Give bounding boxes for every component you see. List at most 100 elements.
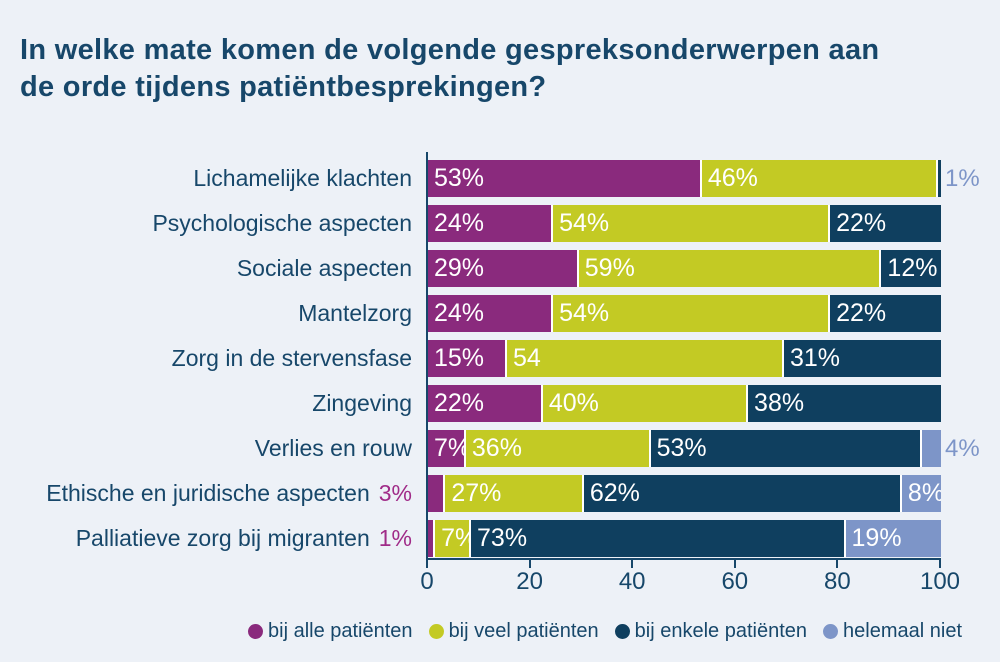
legend-item: bij alle patiënten	[248, 620, 413, 643]
bar-segment: 22%	[828, 295, 941, 332]
category-label-text: Zingeving	[312, 390, 412, 416]
axis-tick-label: 80	[824, 568, 851, 595]
segment-label: 73%	[477, 524, 528, 552]
bar-segment	[920, 430, 941, 467]
segment-label: 62%	[589, 479, 640, 507]
segment-label: 24%	[434, 209, 485, 237]
chart-row: Palliatieve zorg bij migranten 1% 7% 73% 19%	[0, 516, 1000, 561]
category-label-text: Psychologische aspecten	[152, 210, 412, 236]
bar-segment: 7%	[428, 430, 464, 467]
bar-track: 7% 73% 19%	[428, 520, 941, 557]
bar-segment: 54	[504, 340, 782, 377]
legend-label: bij alle patiënten	[268, 620, 413, 642]
segment-label: 54%	[559, 209, 610, 237]
segment-label: 22%	[434, 389, 485, 417]
bar-track: 15% 54 31%	[428, 340, 941, 377]
segment-label: 54	[512, 344, 541, 372]
category-label-text: Zorg in de stervensfase	[171, 345, 412, 371]
axis-tick-label: 100	[919, 568, 961, 595]
segment-label: 40%	[548, 389, 599, 417]
category-label-text: Sociale aspecten	[236, 255, 412, 281]
bar-segment	[935, 160, 941, 197]
chart-row: Zorg in de stervensfase 15% 54 31%	[0, 336, 1000, 381]
bar-segment: 38%	[746, 385, 941, 422]
legend: bij alle patiënten bij veel patiënten bij …	[248, 620, 962, 643]
bar-segment: 53%	[428, 160, 700, 197]
bar-segment: 7%	[433, 520, 470, 557]
bar-segment: 15%	[428, 340, 505, 377]
chart-title-line1: In welke mate komen de volgende gespreks…	[20, 34, 880, 66]
outside-label-right: 4%	[945, 434, 980, 462]
legend-label: helemaal niet	[843, 620, 962, 642]
bar-track: 27% 62% 8%	[428, 475, 941, 512]
chart-rows: Lichamelijke klachten 53% 46% 1% Psychologis…	[0, 156, 1000, 561]
axis-tick	[733, 560, 736, 568]
legend-dot-icon	[823, 624, 839, 639]
bar-segment: 54%	[551, 205, 829, 242]
segment-label: 38%	[754, 389, 805, 417]
segment-label: 29%	[434, 254, 485, 282]
bar-track: 24% 54% 22%	[428, 205, 941, 242]
bar-track: 53% 46%	[428, 160, 941, 197]
category-label: Palliatieve zorg bij migranten 1%	[0, 525, 412, 552]
axis-tick	[939, 560, 941, 568]
category-label: Psychologische aspecten	[0, 210, 412, 237]
bar-segment: 54%	[551, 295, 829, 332]
axis-tick-label: 60	[721, 568, 749, 595]
bar-segment: 40%	[540, 385, 747, 422]
category-label-text: Ethische en juridische aspecten	[46, 480, 370, 506]
bar-track: 29% 59% 12%	[428, 250, 941, 287]
category-label-text: Verlies en rouw	[254, 435, 412, 461]
segment-label: 22%	[836, 209, 887, 237]
category-label: Mantelzorg	[0, 300, 412, 327]
bar-segment: 36%	[463, 430, 649, 467]
segment-label: 19%	[851, 524, 902, 552]
bar-segment: 8%	[899, 475, 941, 512]
legend-item: helemaal niet	[823, 620, 962, 643]
segment-label: 22%	[836, 299, 887, 327]
segment-label: 54%	[559, 299, 610, 327]
segment-label: 36%	[471, 434, 522, 462]
bar-segment: 29%	[428, 250, 577, 287]
legend-label: bij enkele patiënten	[634, 620, 808, 642]
outside-label-left: 3%	[378, 480, 412, 506]
axis-tick	[528, 560, 531, 568]
chart-row: Psychologische aspecten 24% 54% 22%	[0, 201, 1000, 246]
chart-row: Verlies en rouw 7%36% 53% 4%	[0, 426, 1000, 471]
bar-segment: 24%	[428, 295, 552, 332]
bar-segment: 12%	[879, 250, 941, 287]
chart-row: Lichamelijke klachten 53% 46% 1%	[0, 156, 1000, 201]
category-label: Zorg in de stervensfase	[0, 345, 412, 372]
segment-label: 15%	[434, 344, 485, 372]
chart-title: In welke mate komen de volgende gespreks…	[20, 32, 879, 106]
x-axis-line	[426, 558, 941, 560]
segment-label: 24%	[434, 299, 485, 327]
axis-tick	[631, 560, 634, 568]
outside-label-right: 1%	[945, 164, 980, 192]
bar-segment: 24%	[428, 205, 552, 242]
category-label: Zingeving	[0, 390, 412, 417]
category-label-text: Mantelzorg	[298, 300, 412, 326]
bar-track: 22% 40% 38%	[428, 385, 941, 422]
axis-tick-label: 40	[618, 568, 646, 595]
segment-label: 27%	[451, 479, 502, 507]
outside-label-left: 1%	[378, 525, 412, 551]
bar-segment: 27%	[443, 475, 582, 512]
axis-tick	[426, 560, 428, 568]
category-label: Sociale aspecten	[0, 255, 412, 282]
segment-label: 7%	[434, 434, 464, 462]
chart-title-line2: de orde tijdens patiëntbesprekingen?	[20, 71, 547, 104]
segment-label: 12%	[887, 254, 938, 282]
legend-label: bij veel patiënten	[448, 620, 599, 642]
category-label: Verlies en rouw	[0, 435, 412, 462]
segment-label: 46%	[707, 164, 758, 192]
category-label: Lichamelijke klachten	[0, 165, 412, 192]
segment-label: 53%	[656, 434, 707, 462]
bar-track: 24% 54% 22%	[428, 295, 941, 332]
bar-segment: 53%	[648, 430, 921, 467]
axis-tick-label: 0	[420, 568, 434, 595]
legend-dot-icon	[428, 624, 444, 639]
axis-tick-label: 20	[516, 568, 543, 595]
legend-item: bij enkele patiënten	[614, 620, 808, 643]
